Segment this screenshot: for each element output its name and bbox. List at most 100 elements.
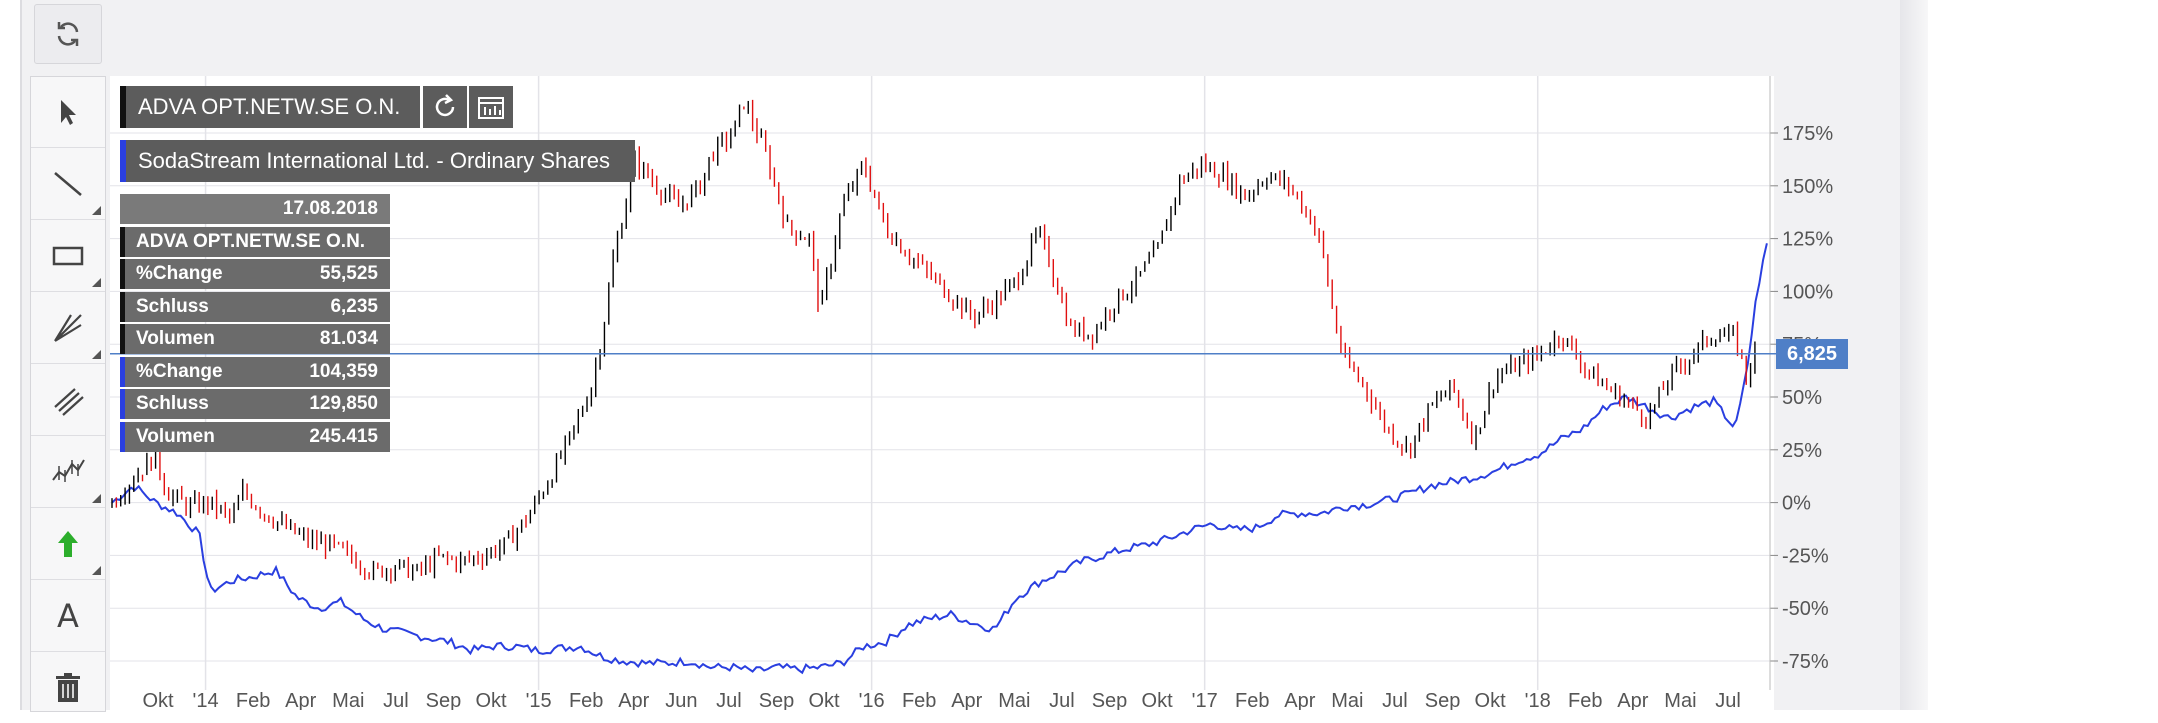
delete-tool[interactable] bbox=[31, 653, 105, 723]
submenu-corner-icon bbox=[92, 278, 101, 287]
submenu-corner-icon bbox=[92, 206, 101, 215]
parallel-lines-tool[interactable] bbox=[31, 365, 105, 436]
x-tick-label: Mai bbox=[332, 690, 364, 710]
tooltip-value: 104,359 bbox=[309, 360, 378, 382]
green-arrow-up-icon bbox=[58, 531, 78, 557]
x-axis: Okt '14 Feb Apr Mai Jul Sep Okt '15 Feb Apr Jun Jul S… bbox=[142, 690, 1740, 710]
x-tick-label: Sep bbox=[1425, 690, 1461, 710]
y-tick-label: 0% bbox=[1782, 493, 1811, 515]
y-tick-label: 100% bbox=[1782, 281, 1833, 303]
tooltip-row: Volumen 81.034 bbox=[120, 324, 390, 354]
secondary-instrument-name: SodaStream International Ltd. - Ordinary… bbox=[138, 148, 611, 173]
window-edge bbox=[1900, 0, 1928, 710]
trash-icon bbox=[56, 673, 80, 702]
x-tick-label: Apr bbox=[1617, 690, 1648, 710]
refresh-icon bbox=[435, 94, 455, 117]
x-tick-label: Okt bbox=[1142, 690, 1174, 710]
y-axis: 175%150%125%100%75%50%25%0%-25%-50%-75% bbox=[1769, 76, 1833, 690]
x-tick-label: Okt bbox=[475, 690, 507, 710]
x-tick-label: Apr bbox=[1284, 690, 1315, 710]
x-tick-label: Feb bbox=[902, 690, 936, 710]
y-tick-label: 125% bbox=[1782, 229, 1833, 251]
cursor-arrow-icon bbox=[61, 100, 76, 125]
primary-instrument-name: ADVA OPT.NETW.SE O.N. bbox=[138, 94, 401, 119]
sodastream-series bbox=[111, 243, 1768, 675]
y-tick-label: 50% bbox=[1782, 387, 1822, 409]
submenu-corner-icon bbox=[92, 494, 101, 503]
y-tick-label: 175% bbox=[1782, 123, 1833, 145]
tooltip-date: 17.08.2018 bbox=[282, 198, 378, 219]
x-tick-label: '15 bbox=[526, 690, 552, 710]
submenu-corner-icon bbox=[92, 566, 101, 575]
y-tick-label: -75% bbox=[1782, 651, 1829, 673]
submenu-corner-icon bbox=[92, 350, 101, 359]
secondary-instrument-badge[interactable]: SodaStream International Ltd. - Ordinary… bbox=[120, 140, 635, 182]
x-tick-label: Feb bbox=[236, 690, 270, 710]
letter-a-icon: A bbox=[57, 597, 79, 635]
adva-candles bbox=[111, 99, 1756, 584]
rectangle-icon bbox=[52, 246, 84, 266]
x-tick-label: Okt bbox=[1475, 690, 1507, 710]
tooltip-label: Volumen bbox=[136, 328, 215, 349]
drawing-toolbar: A bbox=[30, 76, 106, 712]
tooltip-label: %Change bbox=[136, 360, 223, 382]
parallel-lines-icon bbox=[54, 388, 84, 416]
line-tool[interactable] bbox=[31, 149, 105, 220]
primary-instrument-badge[interactable]: ADVA OPT.NETW.SE O.N. bbox=[120, 86, 420, 128]
refresh-icon bbox=[57, 22, 79, 46]
x-tick-label: '18 bbox=[1525, 690, 1551, 710]
tooltip-value: 245.415 bbox=[309, 425, 378, 447]
tooltip-row: Schluss 129,850 bbox=[120, 389, 390, 419]
y-tick-label: -25% bbox=[1782, 545, 1829, 567]
pointer-tool[interactable] bbox=[31, 77, 105, 148]
tooltip-instrument: ADVA OPT.NETW.SE O.N. bbox=[136, 230, 366, 252]
x-tick-label: Mai bbox=[1664, 690, 1696, 710]
x-tick-label: Mai bbox=[998, 690, 1030, 710]
chart-type-tool[interactable] bbox=[31, 437, 105, 508]
tooltip-value: 55,525 bbox=[319, 263, 378, 284]
x-tick-label: '14 bbox=[193, 690, 219, 710]
x-tick-label: Sep bbox=[1092, 690, 1128, 710]
x-tick-label: Jul bbox=[1382, 690, 1408, 710]
tooltip-row: %Change 104,359 bbox=[120, 356, 390, 387]
x-tick-label: Mai bbox=[1331, 690, 1363, 710]
text-tool[interactable]: A bbox=[31, 581, 105, 652]
arrow-tool[interactable] bbox=[31, 509, 105, 580]
tooltip-row: Volumen 245.415 bbox=[120, 421, 390, 452]
last-price-label: 6,825 bbox=[1776, 339, 1848, 369]
rectangle-tool[interactable] bbox=[31, 221, 105, 292]
tooltip-title-row: ADVA OPT.NETW.SE O.N. bbox=[120, 226, 390, 257]
x-tick-label: Jul bbox=[1715, 690, 1741, 710]
x-tick-label: '17 bbox=[1192, 690, 1218, 710]
tooltip-row: %Change 55,525 bbox=[120, 259, 390, 289]
chart-settings-button[interactable] bbox=[469, 86, 513, 128]
x-tick-label: Okt bbox=[808, 690, 840, 710]
x-tick-label: Jun bbox=[665, 690, 697, 710]
x-tick-label: Jul bbox=[383, 690, 409, 710]
y-tick-label: 25% bbox=[1782, 440, 1822, 462]
fan-tool[interactable] bbox=[31, 293, 105, 364]
reload-chart-button[interactable] bbox=[34, 4, 102, 64]
tooltip-label: Schluss bbox=[136, 295, 209, 317]
reload-series-button[interactable] bbox=[423, 86, 467, 128]
x-tick-label: Feb bbox=[1235, 690, 1269, 710]
x-tick-label: Jul bbox=[716, 690, 742, 710]
x-tick-label: '16 bbox=[859, 690, 885, 710]
sodastream-line bbox=[111, 243, 1768, 675]
tooltip-label: %Change bbox=[136, 263, 223, 284]
x-tick-label: Jul bbox=[1049, 690, 1075, 710]
tooltip-row: Schluss 6,235 bbox=[120, 291, 390, 322]
x-tick-label: Apr bbox=[951, 690, 982, 710]
x-tick-label: Sep bbox=[759, 690, 795, 710]
x-tick-label: Feb bbox=[569, 690, 603, 710]
y-tick-label: 150% bbox=[1782, 176, 1833, 198]
chart-grid bbox=[110, 76, 1770, 690]
y-tick-label: -50% bbox=[1782, 598, 1829, 620]
tooltip-value: 81.034 bbox=[319, 328, 378, 349]
tooltip-date-row: 17.08.2018 bbox=[120, 194, 390, 224]
tooltip-value: 129,850 bbox=[309, 393, 378, 414]
x-tick-label: Sep bbox=[426, 690, 462, 710]
tooltip-label: Volumen bbox=[136, 425, 215, 447]
x-tick-label: Apr bbox=[618, 690, 649, 710]
calendar-chart-icon bbox=[478, 97, 504, 119]
